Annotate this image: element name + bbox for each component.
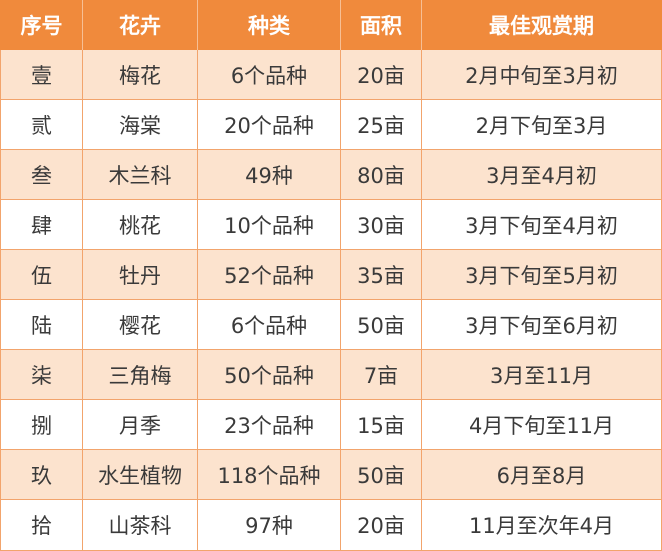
cell-viewing-period: 11月至次年4月 [422,500,662,551]
table-row: 肆 桃花 10个品种 30亩 3月下旬至4月初 [0,200,662,250]
header-flower: 花卉 [83,0,198,50]
cell-area: 50亩 [341,300,422,350]
cell-variety: 6个品种 [198,50,341,100]
header-viewing-period: 最佳观赏期 [422,0,662,50]
header-index: 序号 [0,0,83,50]
cell-viewing-period: 3月至4月初 [422,150,662,200]
cell-area: 50亩 [341,450,422,500]
cell-viewing-period: 4月下旬至11月 [422,400,662,450]
table-row: 捌 月季 23个品种 15亩 4月下旬至11月 [0,400,662,450]
cell-area: 15亩 [341,400,422,450]
cell-variety: 50个品种 [198,350,341,400]
cell-variety: 23个品种 [198,400,341,450]
table-row: 伍 牡丹 52个品种 35亩 3月下旬至5月初 [0,250,662,300]
cell-viewing-period: 2月中旬至3月初 [422,50,662,100]
cell-viewing-period: 3月下旬至5月初 [422,250,662,300]
table-row: 拾 山茶科 97种 20亩 11月至次年4月 [0,500,662,551]
cell-index: 伍 [0,250,83,300]
table-row: 叁 木兰科 49种 80亩 3月至4月初 [0,150,662,200]
cell-area: 30亩 [341,200,422,250]
cell-area: 80亩 [341,150,422,200]
table-row: 壹 梅花 6个品种 20亩 2月中旬至3月初 [0,50,662,100]
cell-viewing-period: 2月下旬至3月 [422,100,662,150]
cell-variety: 10个品种 [198,200,341,250]
cell-viewing-period: 3月下旬至6月初 [422,300,662,350]
table-row: 玖 水生植物 118个品种 50亩 6月至8月 [0,450,662,500]
cell-flower: 水生植物 [83,450,198,500]
cell-variety: 49种 [198,150,341,200]
cell-index: 叁 [0,150,83,200]
cell-area: 7亩 [341,350,422,400]
cell-area: 35亩 [341,250,422,300]
cell-index: 贰 [0,100,83,150]
table-row: 柒 三角梅 50个品种 7亩 3月至11月 [0,350,662,400]
cell-flower: 海棠 [83,100,198,150]
cell-flower: 樱花 [83,300,198,350]
cell-flower: 牡丹 [83,250,198,300]
cell-index: 壹 [0,50,83,100]
cell-variety: 52个品种 [198,250,341,300]
cell-index: 肆 [0,200,83,250]
cell-index: 捌 [0,400,83,450]
cell-index: 柒 [0,350,83,400]
header-variety: 种类 [198,0,341,50]
cell-flower: 桃花 [83,200,198,250]
cell-variety: 20个品种 [198,100,341,150]
cell-index: 拾 [0,500,83,551]
table-row: 陆 樱花 6个品种 50亩 3月下旬至6月初 [0,300,662,350]
cell-flower: 山茶科 [83,500,198,551]
header-area: 面积 [341,0,422,50]
cell-index: 陆 [0,300,83,350]
cell-viewing-period: 3月至11月 [422,350,662,400]
cell-viewing-period: 3月下旬至4月初 [422,200,662,250]
cell-area: 20亩 [341,500,422,551]
table-header-row: 序号 花卉 种类 面积 最佳观赏期 [0,0,662,50]
cell-flower: 梅花 [83,50,198,100]
cell-variety: 118个品种 [198,450,341,500]
cell-area: 20亩 [341,50,422,100]
cell-index: 玖 [0,450,83,500]
cell-viewing-period: 6月至8月 [422,450,662,500]
table-row: 贰 海棠 20个品种 25亩 2月下旬至3月 [0,100,662,150]
cell-flower: 月季 [83,400,198,450]
cell-variety: 6个品种 [198,300,341,350]
cell-area: 25亩 [341,100,422,150]
cell-flower: 木兰科 [83,150,198,200]
cell-flower: 三角梅 [83,350,198,400]
cell-variety: 97种 [198,500,341,551]
